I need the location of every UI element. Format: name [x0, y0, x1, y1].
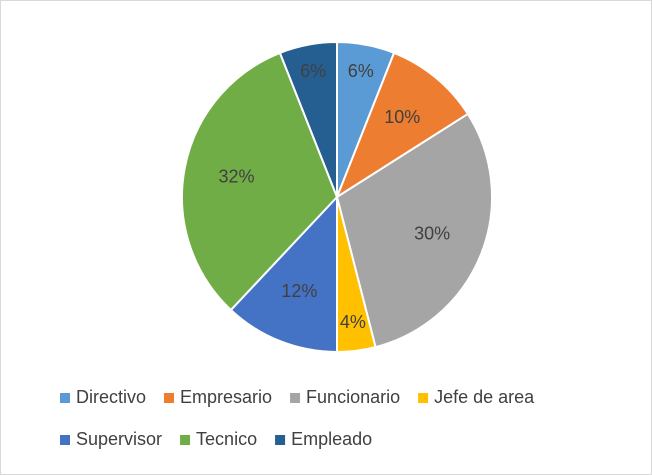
data-label: 6%: [348, 61, 374, 81]
pie-slice: [334, 51, 470, 200]
legend-label: Empresario: [180, 387, 272, 407]
legend-label: Empleado: [291, 429, 372, 449]
legend-swatch: [60, 393, 70, 403]
legend-swatch: [290, 393, 301, 403]
data-label: 10%: [384, 107, 420, 127]
pie-slice: [335, 112, 493, 349]
legend-swatch: [60, 435, 70, 445]
legend-swatch: [418, 393, 429, 403]
data-label: 32%: [218, 167, 254, 187]
pie-slice: [229, 194, 338, 354]
legend-swatch: [180, 435, 191, 445]
legend-label: Supervisor: [76, 429, 162, 449]
data-label: 30%: [414, 223, 450, 243]
data-label: 4%: [340, 312, 366, 332]
data-label: 12%: [281, 281, 317, 301]
legend-label: Directivo: [76, 387, 146, 407]
legend-swatch: [275, 435, 286, 445]
legend-label: Funcionario: [306, 387, 400, 407]
legend-swatch: [164, 393, 175, 403]
pie-slice: [278, 40, 338, 198]
legend-label: Tecnico: [196, 429, 257, 449]
pie-slice: [181, 51, 339, 312]
legend-label: Jefe de area: [434, 387, 535, 407]
data-label: 6%: [300, 61, 326, 81]
